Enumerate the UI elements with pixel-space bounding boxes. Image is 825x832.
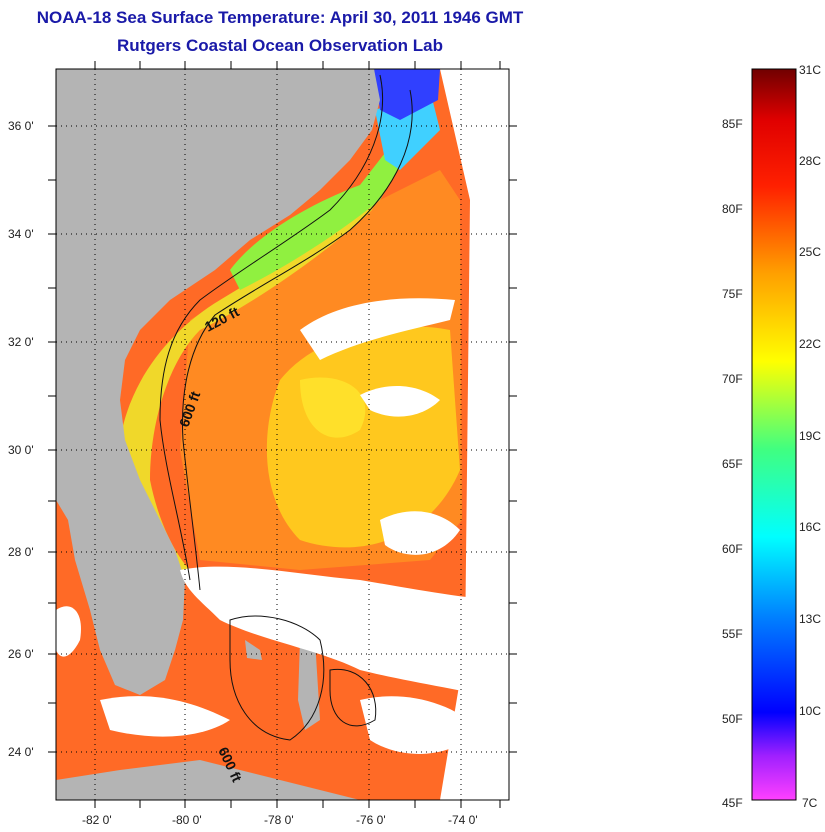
cb-c-25: 25C: [799, 245, 822, 259]
cloud-4: [300, 298, 455, 360]
cb-c-28: 28C: [799, 154, 822, 168]
cb-c-13: 13C: [799, 612, 822, 626]
lon-label-78: -78 0': [264, 813, 294, 827]
land-us-coast: [56, 69, 380, 695]
land-cuba: [56, 760, 360, 800]
cb-f-70: 70F: [722, 372, 743, 386]
sst-green-band: [230, 140, 410, 290]
lon-label-80: -80 0': [172, 813, 202, 827]
cb-f-55: 55F: [722, 627, 743, 641]
cloud-3: [360, 696, 480, 754]
sst-blue-band: [374, 69, 440, 120]
lat-label-34: 34 0': [8, 227, 34, 241]
lon-label-82: -82 0': [82, 813, 112, 827]
cloud-1: [180, 566, 509, 700]
lat-label-32: 32 0': [8, 335, 34, 349]
cloud-7: [56, 606, 81, 657]
lon-label-74: -74 0': [448, 813, 478, 827]
lat-label-36: 36 0': [8, 119, 34, 133]
land-bahamas-1: [298, 640, 320, 730]
contour-120ft: [159, 74, 384, 581]
cb-f-60: 60F: [722, 542, 743, 556]
map-subtitle: Rutgers Coastal Ocean Observation Lab: [117, 36, 443, 55]
map-frame: [55, 68, 510, 801]
lon-label-76: -76 0': [356, 813, 386, 827]
cb-f-85: 85F: [722, 117, 743, 131]
lat-label-30: 30 0': [8, 443, 34, 457]
cb-c-19: 19C: [799, 429, 822, 443]
cloud-6: [380, 511, 460, 555]
colorbar: [751, 68, 797, 801]
cb-c-16: 16C: [799, 520, 822, 534]
lat-label-28: 28 0': [8, 545, 34, 559]
contour-600ft: [182, 89, 413, 591]
cloud-5: [360, 385, 440, 417]
cb-c-7: 7C: [802, 796, 818, 810]
cb-f-50: 50F: [722, 712, 743, 726]
cb-c-22: 22C: [799, 337, 822, 351]
cb-c-31: 31C: [799, 63, 822, 77]
lat-label-24: 24 0': [8, 745, 34, 759]
cb-f-80: 80F: [722, 202, 743, 216]
map-title: NOAA-18 Sea Surface Temperature: April 3…: [36, 8, 524, 27]
map-ticks: [48, 61, 517, 808]
land-bahamas-2: [245, 640, 262, 660]
graticule: [56, 69, 509, 800]
sst-yellow-patch: [300, 377, 366, 438]
lat-label-26: 26 0': [8, 647, 34, 661]
cb-f-75: 75F: [722, 287, 743, 301]
contour-bahamas-2: [329, 668, 377, 727]
cloud-2: [100, 696, 230, 737]
cb-c-10: 10C: [799, 704, 822, 718]
contour-bahamas: [229, 615, 325, 741]
cb-f-45: 45F: [722, 796, 743, 810]
cb-f-65: 65F: [722, 457, 743, 471]
